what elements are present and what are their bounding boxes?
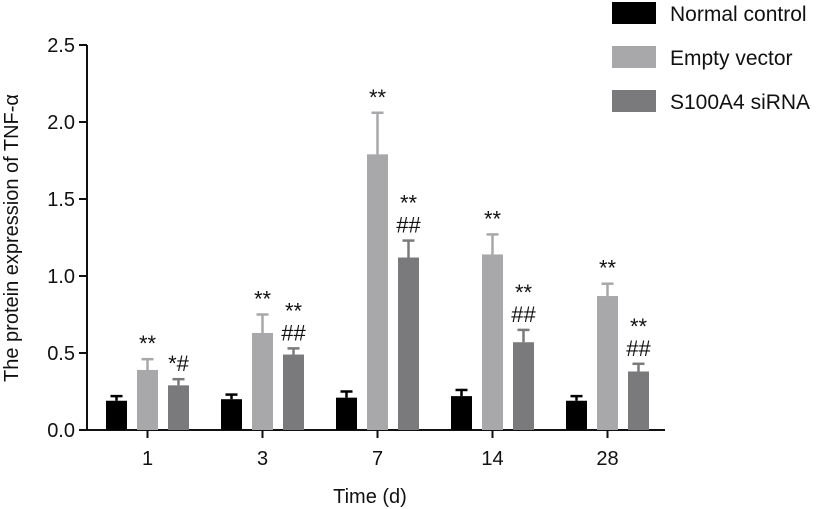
legend-swatch <box>612 46 656 68</box>
bar <box>482 254 503 430</box>
bar <box>398 257 419 430</box>
bar <box>283 354 304 430</box>
significance-mark: ** <box>139 331 157 356</box>
significance-mark: ** <box>285 298 303 323</box>
y-tick-label: 0.5 <box>47 343 75 365</box>
significance-mark: ** <box>254 287 272 312</box>
y-tick-label: 2.0 <box>47 112 75 134</box>
legend: Normal control Empty vector S100A4 siRNA <box>612 2 810 114</box>
bar <box>513 342 534 430</box>
bar <box>566 400 587 430</box>
significance-mark: ## <box>511 302 536 327</box>
x-tick-label: 7 <box>372 448 383 470</box>
legend-swatch <box>612 90 656 112</box>
significance-mark: ## <box>281 320 306 345</box>
bar <box>168 385 189 430</box>
significance-mark: ** <box>515 280 533 305</box>
significance-mark: ** <box>630 314 648 339</box>
significance-mark: ## <box>626 336 651 361</box>
bar <box>451 396 472 430</box>
bar <box>367 154 388 430</box>
bar <box>137 369 158 430</box>
x-tick-label: 28 <box>596 448 618 470</box>
y-axis-title: The protein expression of TNF-α <box>1 94 23 382</box>
significance-mark: ** <box>369 85 387 110</box>
y-tick-label: 2.5 <box>47 35 75 57</box>
legend-swatch <box>612 2 656 24</box>
significance-mark: ** <box>599 256 617 281</box>
bar <box>336 397 357 430</box>
x-axis: 1 3 7 14 28 <box>87 429 665 470</box>
legend-label: S100A4 siRNA <box>670 91 810 114</box>
x-axis-title: Time (d) <box>333 486 407 508</box>
y-tick-label: 1.0 <box>47 266 75 288</box>
significance-mark: ## <box>396 213 421 238</box>
x-tick-label: 3 <box>257 448 268 470</box>
significance-mark: ** <box>484 206 502 231</box>
significance-mark: *# <box>168 351 190 376</box>
bar <box>106 400 127 430</box>
legend-label: Normal control <box>670 3 807 26</box>
x-tick-label: 1 <box>142 448 153 470</box>
bar <box>252 332 273 430</box>
significance-mark: ** <box>400 191 418 216</box>
y-tick-label: 1.5 <box>47 189 75 211</box>
legend-label: Empty vector <box>670 47 793 70</box>
y-tick-label: 0.0 <box>47 420 75 442</box>
y-axis: 0.0 0.5 1.0 1.5 2.0 2.5 <box>47 35 88 442</box>
bar <box>628 371 649 430</box>
bar <box>597 296 618 430</box>
bar <box>221 399 242 430</box>
bars: ***#** **##****## ****##****## <box>106 85 651 430</box>
x-tick-label: 14 <box>481 448 503 470</box>
